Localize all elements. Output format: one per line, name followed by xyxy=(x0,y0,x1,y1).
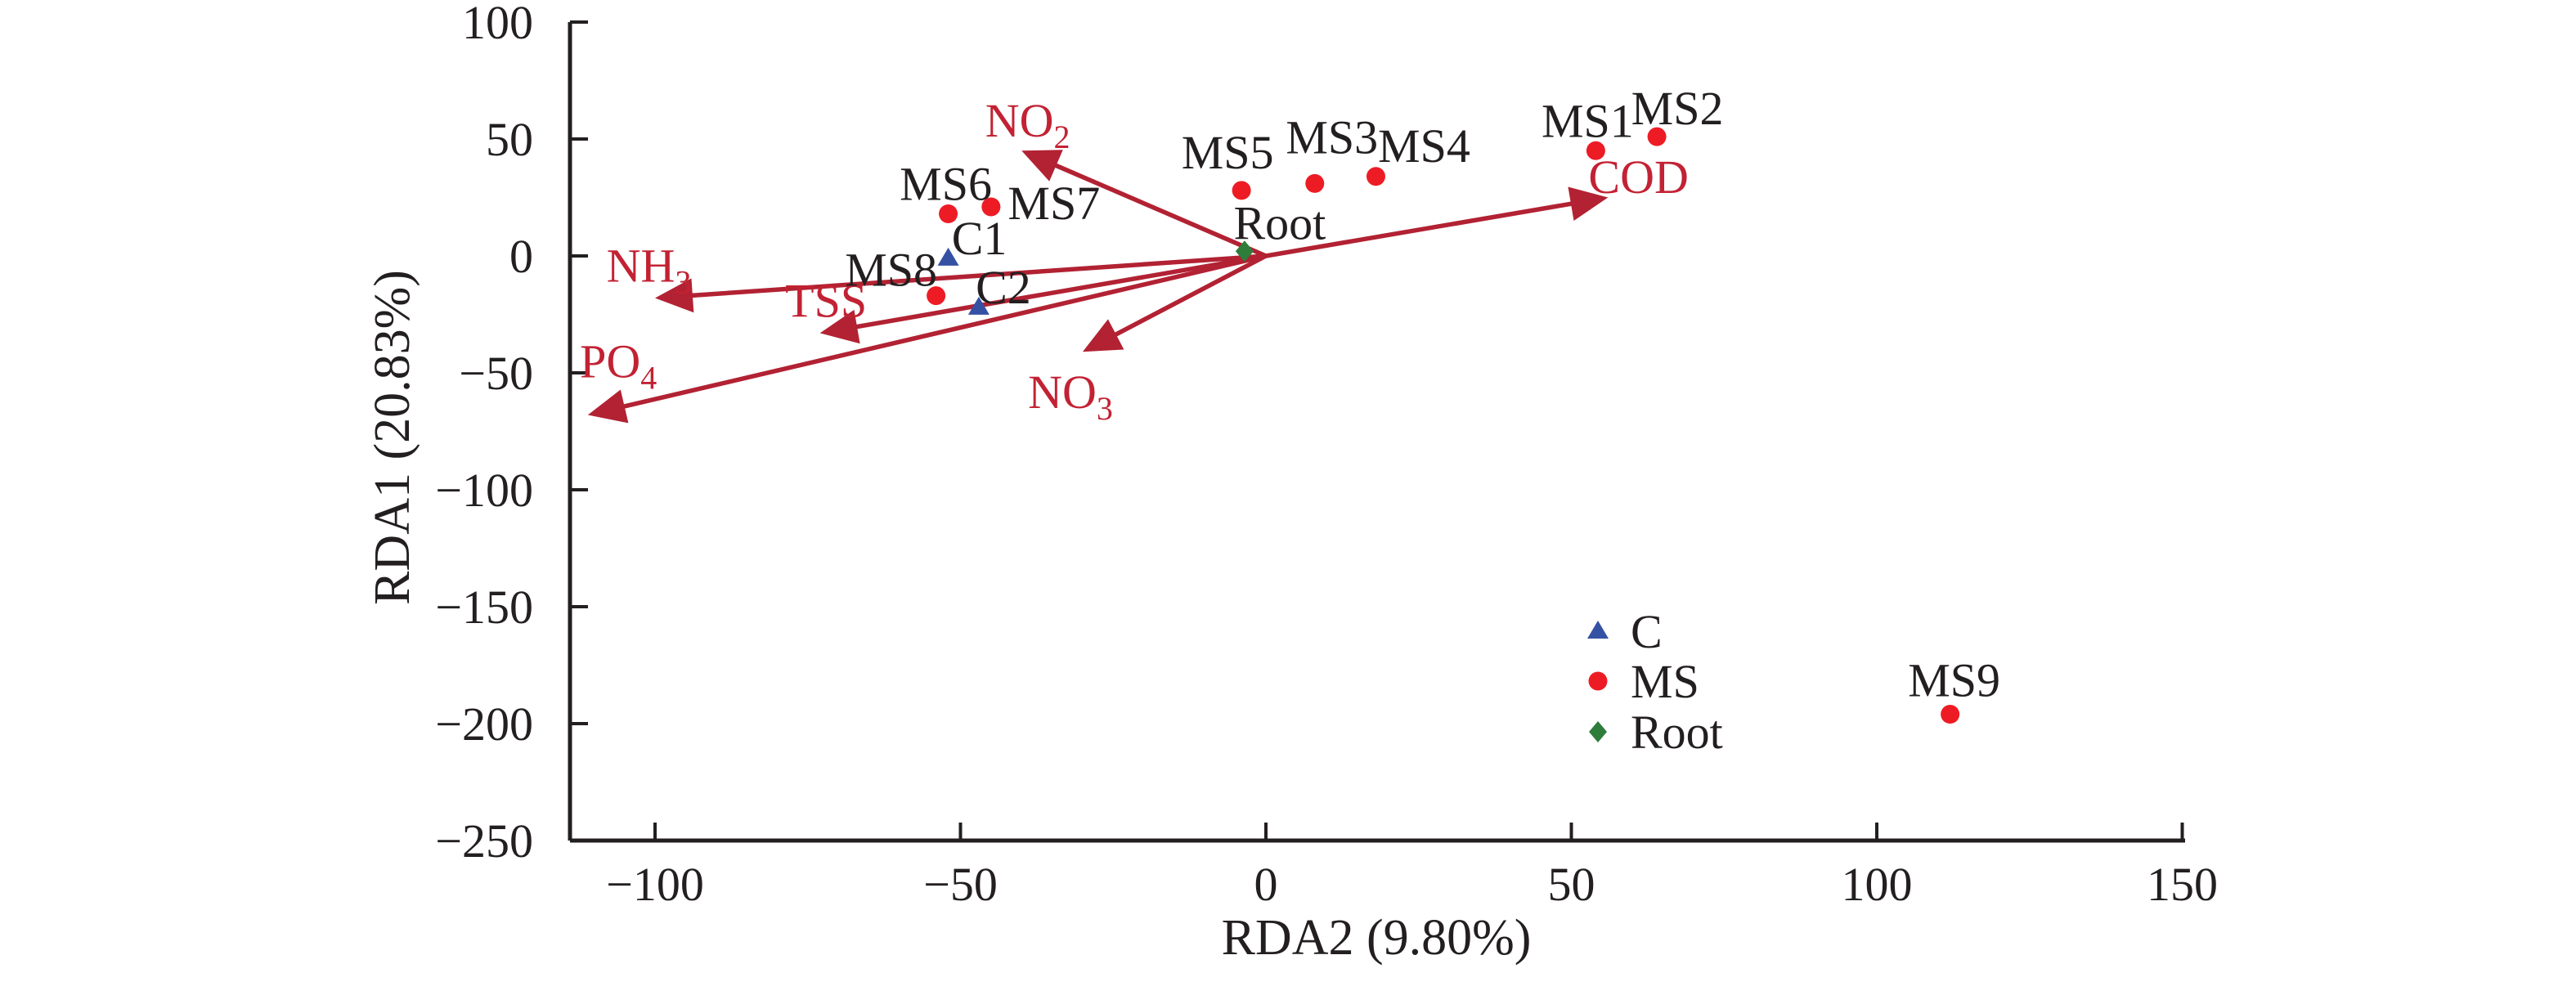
y-tick-label: 100 xyxy=(462,0,533,49)
point-label-MS4: MS4 xyxy=(1378,119,1470,173)
legend-entry-C: C xyxy=(1587,605,1663,658)
circle-marker-MS9 xyxy=(1941,705,1960,724)
legend-label-C: C xyxy=(1631,605,1663,658)
data-point-MS9: MS9 xyxy=(1908,654,2000,724)
x-axis-title: RDA2 (9.80%) xyxy=(1222,910,1532,966)
y-tick-label: −150 xyxy=(435,581,533,634)
diamond-marker-Root xyxy=(1235,240,1254,262)
axes-layer: −100 −50 0 50 100 150 100 50 0 −50 −100 −150 −200 −25… xyxy=(435,0,2218,911)
point-label-MS7: MS7 xyxy=(1008,177,1100,230)
NO2-arrow-shaft xyxy=(1049,160,1268,258)
y-tick-label: −200 xyxy=(435,697,533,751)
x-tick-label: 100 xyxy=(1842,858,1913,911)
data-point-MS3: MS3 xyxy=(1286,110,1378,193)
data-point-MS2: MS2 xyxy=(1631,82,1724,146)
environmental-vectors-layer: NO2 COD NH3 TSS NO3 PO4 xyxy=(580,94,1689,427)
point-label-MS2: MS2 xyxy=(1631,82,1724,135)
COD-arrow-label: COD xyxy=(1588,150,1688,204)
data-point-MS8: MS8 xyxy=(845,244,946,306)
legend-circle-icon xyxy=(1588,671,1608,691)
circle-marker-MS4 xyxy=(1366,167,1385,186)
data-point-MS1: MS1 xyxy=(1542,94,1634,160)
point-label-C2: C2 xyxy=(976,261,1031,314)
PO4-arrow-label: PO4 xyxy=(580,335,657,397)
x-tick-label: −50 xyxy=(923,858,998,911)
triangle-marker-C2 xyxy=(967,296,990,315)
circle-marker-MS2 xyxy=(1647,127,1667,146)
x-tick-label: −100 xyxy=(606,858,704,911)
NO2-arrow-label: NO2 xyxy=(985,94,1070,155)
triangle-marker-C1 xyxy=(937,247,959,266)
vector-PO4-arrow: PO4 xyxy=(580,253,1267,424)
x-tick-label: 50 xyxy=(1548,858,1595,911)
x-tick-label: 0 xyxy=(1254,858,1278,911)
data-point-MS7: MS7 xyxy=(981,177,1100,230)
y-tick-label: −50 xyxy=(459,347,533,400)
TSS-arrow-shaft xyxy=(850,253,1267,330)
legend-triangle-icon xyxy=(1587,621,1609,639)
point-label-MS9: MS9 xyxy=(1908,654,2000,707)
point-label-MS3: MS3 xyxy=(1286,110,1378,164)
vector-COD-arrow: COD xyxy=(1265,150,1689,258)
NH3-arrow-label: NH3 xyxy=(607,239,692,300)
NH3-arrow-head xyxy=(655,278,694,313)
PO4-arrow-shaft xyxy=(617,253,1267,410)
COD-arrow-shaft xyxy=(1265,200,1578,258)
PO4-arrow-head xyxy=(587,389,629,424)
x-tick-label: 150 xyxy=(2147,858,2218,911)
vector-TSS-arrow: TSS xyxy=(785,253,1267,344)
point-label-C1: C1 xyxy=(952,212,1008,265)
data-point-MS4: MS4 xyxy=(1366,119,1470,186)
legend-entry-Root: Root xyxy=(1589,706,1723,759)
legend-label-MS: MS xyxy=(1631,655,1699,708)
data-point-MS5: MS5 xyxy=(1182,126,1274,200)
data-point-C1: C1 xyxy=(937,212,1008,266)
circle-marker-MS1 xyxy=(1586,141,1605,160)
COD-arrow-head xyxy=(1568,186,1609,221)
y-tick-label: −100 xyxy=(435,464,533,517)
point-label-Root: Root xyxy=(1233,196,1326,249)
TSS-arrow-label: TSS xyxy=(785,274,867,327)
circle-marker-MS6 xyxy=(939,204,958,224)
y-tick-label: 0 xyxy=(509,230,533,283)
legend-entry-MS: MS xyxy=(1588,655,1699,708)
NO3-arrow-shaft xyxy=(1109,253,1268,340)
NO2-arrow-head xyxy=(1021,150,1063,182)
circle-marker-MS8 xyxy=(927,286,946,306)
TSS-arrow-head xyxy=(819,309,860,344)
NO3-arrow-label: NO3 xyxy=(1028,365,1113,427)
NO3-arrow-head xyxy=(1082,319,1124,352)
point-label-MS1: MS1 xyxy=(1542,94,1634,147)
data-point-MS6: MS6 xyxy=(900,158,992,224)
circle-marker-MS3 xyxy=(1305,173,1325,193)
y-tick-label: 50 xyxy=(486,113,533,166)
vector-NO3-arrow: NO3 xyxy=(1028,253,1268,427)
legend-diamond-icon xyxy=(1589,721,1607,742)
data-point-Root: Root xyxy=(1233,196,1326,262)
vector-NH3-arrow: NH3 xyxy=(607,239,1267,313)
point-label-MS6: MS6 xyxy=(900,158,992,211)
y-axis-title: RDA1 (20.83%) xyxy=(365,270,420,605)
circle-marker-MS5 xyxy=(1232,181,1251,200)
y-tick-label: −250 xyxy=(435,814,533,868)
point-label-MS5: MS5 xyxy=(1182,126,1274,179)
point-label-MS8: MS8 xyxy=(845,244,937,297)
NH3-arrow-shaft xyxy=(685,253,1267,298)
legend-label-Root: Root xyxy=(1631,706,1723,759)
data-point-C2: C2 xyxy=(967,261,1031,315)
vector-NO2-arrow: NO2 xyxy=(985,94,1268,258)
circle-marker-MS7 xyxy=(981,197,1001,217)
